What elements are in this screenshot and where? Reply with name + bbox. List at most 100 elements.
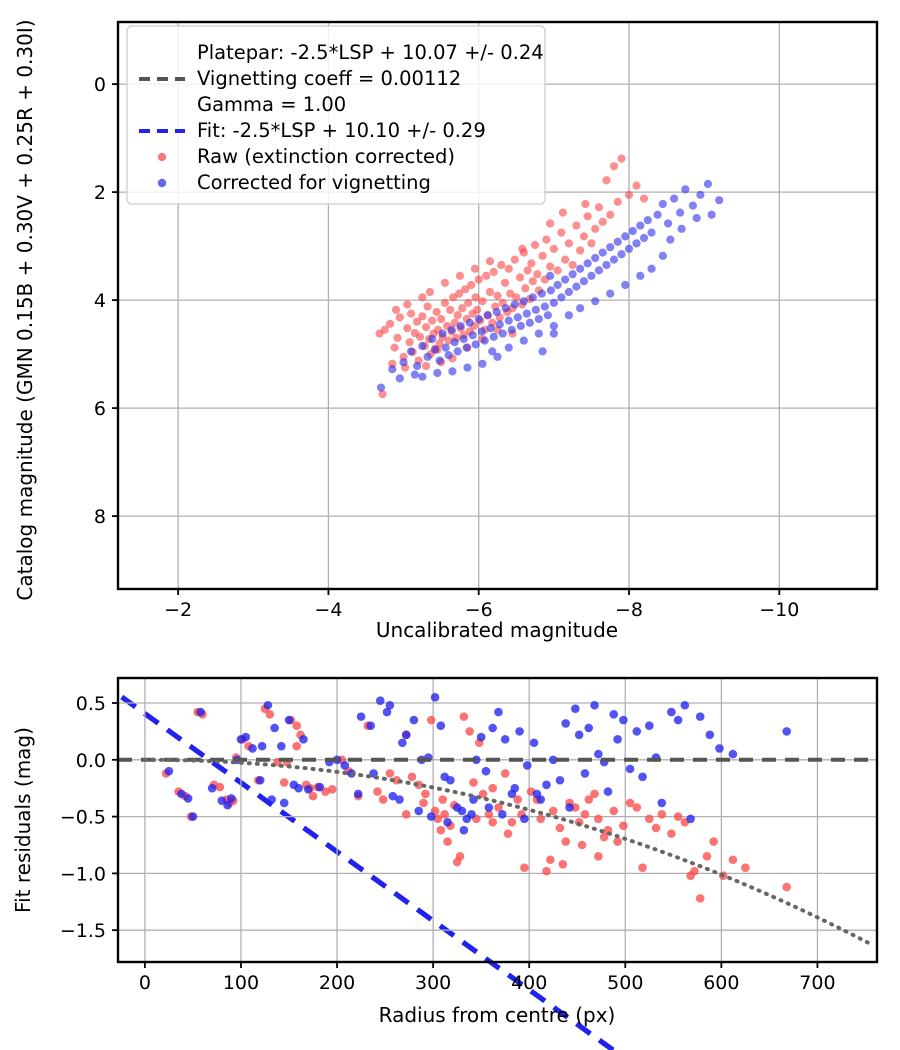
raw-data-point (581, 199, 590, 209)
raw-residual-point (469, 778, 478, 787)
corrected-residual-point (279, 798, 289, 808)
corrected-residual-point (520, 814, 529, 824)
legend-red-dot-icon (157, 152, 167, 162)
legend-entry-1[interactable]: Fit: -2.5*LSP + 10.10 +/- 0.29 (139, 119, 486, 142)
corrected-data-point (534, 314, 543, 324)
lower-y-tick-label: 0.5 (76, 693, 106, 715)
raw-data-point (390, 343, 399, 352)
raw-data-point (406, 309, 416, 318)
corrected-residual-point (248, 744, 257, 753)
corrected-data-point (703, 179, 713, 189)
corrected-residual-point (667, 707, 676, 717)
lower-x-tick-label: 600 (703, 972, 739, 994)
raw-data-point (395, 313, 404, 322)
raw-residual-point (327, 785, 337, 794)
raw-residual-point (657, 810, 667, 819)
chart-legend[interactable]: Platepar: -2.5*LSP + 10.07 +/- 0.24 Vigne… (126, 25, 546, 205)
lower-x-tick-label: 100 (223, 972, 259, 994)
corrected-data-point (522, 309, 531, 318)
corrected-residual-point (494, 707, 503, 717)
corrected-data-point (471, 340, 480, 349)
corrected-residual-point (183, 794, 193, 803)
corrected-residual-point (728, 749, 738, 759)
raw-data-point (418, 312, 427, 321)
corrected-data-point (549, 321, 558, 331)
corrected-residual-point (426, 812, 436, 821)
corrected-data-point (591, 297, 600, 306)
corrected-residual-point (542, 780, 551, 790)
legend-blue-dot-icon (157, 178, 167, 188)
raw-data-point (449, 293, 458, 302)
raw-data-point (510, 255, 519, 264)
lower-x-tick-label: 400 (511, 972, 547, 994)
corrected-data-point (606, 289, 615, 298)
legend-entry-3[interactable]: Corrected for vignetting (157, 171, 431, 194)
corrected-data-point (692, 213, 701, 223)
lower-y-axis-label: Fit residuals (mag) (11, 727, 35, 913)
legend-label: Platepar: -2.5*LSP + 10.07 +/- 0.24 (197, 41, 544, 64)
corrected-data-point (423, 352, 432, 361)
corrected-residual-point (263, 700, 273, 710)
raw-data-point (579, 232, 589, 241)
corrected-data-point (677, 224, 686, 233)
corrected-residual-point (375, 696, 385, 706)
raw-residual-point (584, 795, 594, 804)
raw-data-point (518, 244, 527, 253)
raw-data-point (598, 217, 607, 226)
corrected-residual-point (401, 730, 411, 740)
corrected-residual-point (565, 803, 574, 812)
corrected-residual-point (782, 727, 791, 736)
corrected-data-point (431, 345, 440, 354)
legend-entry-2[interactable]: Raw (extinction corrected) (157, 145, 455, 168)
raw-data-point (485, 287, 495, 297)
corrected-data-point (576, 304, 585, 313)
corrected-residual-point (476, 732, 486, 742)
corrected-residual-point (385, 700, 395, 710)
corrected-data-point (478, 359, 487, 368)
raw-residual-point (741, 863, 750, 873)
raw-residual-point (594, 814, 603, 824)
raw-data-point (391, 305, 401, 314)
raw-residual-point (542, 866, 551, 876)
corrected-data-point (534, 329, 543, 338)
corrected-data-point (493, 352, 502, 361)
raw-residual-point (580, 810, 590, 819)
corrected-data-point (410, 370, 419, 379)
corrected-data-point (456, 321, 465, 331)
corrected-residual-point (695, 712, 705, 721)
corrected-data-point (663, 219, 673, 228)
corrected-residual-point (510, 783, 520, 793)
upper-x-tick-label: −6 (465, 599, 493, 621)
raw-data-point (639, 194, 649, 203)
upper-scatter-points (375, 154, 724, 399)
corrected-residual-point (217, 796, 227, 805)
corrected-residual-point (270, 723, 279, 733)
corrected-residual-point (609, 710, 619, 719)
corrected-residual-point (590, 700, 599, 710)
lower-tick-labels: 0 100 200 300 400 500 600 700 0.5 0.0 −0.5 −1.0 −1.5 (60, 693, 836, 994)
corrected-data-point (666, 235, 675, 244)
raw-data-point (485, 257, 495, 266)
raw-data-point (412, 317, 422, 326)
raw-residual-point (548, 806, 558, 816)
raw-data-point (632, 181, 641, 190)
corrected-residual-point (619, 715, 628, 725)
corrected-data-point (537, 289, 546, 298)
raw-data-point (422, 361, 431, 371)
raw-data-point (378, 389, 387, 399)
corrected-data-point (549, 298, 558, 307)
legend-entry-0[interactable]: Platepar: -2.5*LSP + 10.07 +/- 0.24 Vigne… (139, 41, 544, 116)
corrected-residual-point (613, 735, 622, 744)
corrected-residual-point (603, 787, 613, 796)
corrected-data-point (583, 259, 592, 268)
raw-residual-point (459, 712, 469, 721)
corrected-data-point (617, 250, 626, 259)
corrected-residual-point (580, 769, 590, 778)
corrected-residual-point (459, 825, 469, 835)
raw-data-point (403, 300, 412, 309)
corrected-data-point (376, 383, 386, 392)
raw-data-point (493, 291, 502, 300)
legend-label: Raw (extinction corrected) (197, 145, 455, 168)
corrected-data-point (579, 277, 589, 286)
